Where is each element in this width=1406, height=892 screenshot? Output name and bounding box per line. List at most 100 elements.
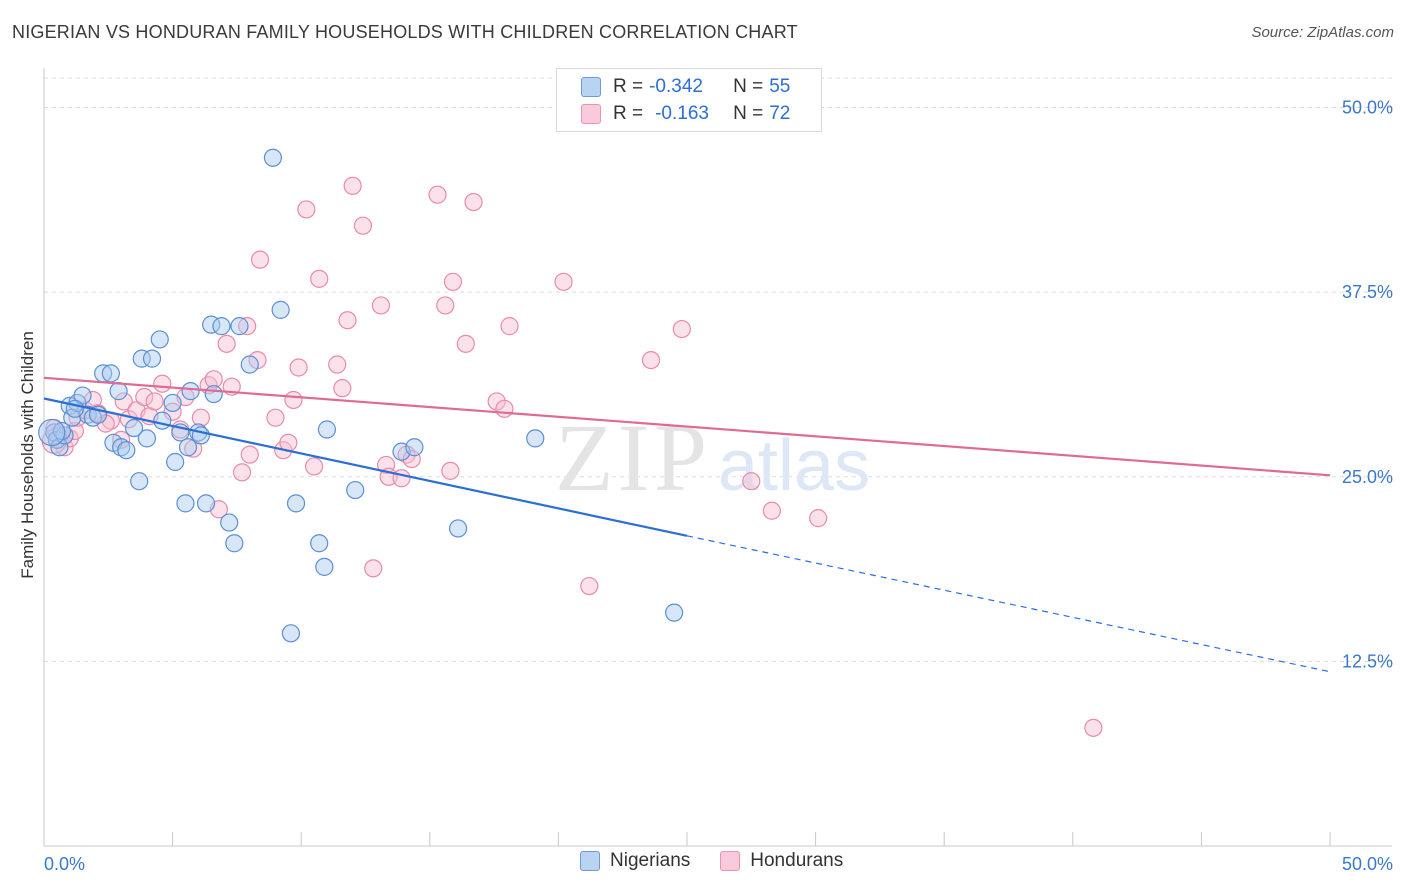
honduran-point-61	[495, 399, 514, 418]
honduran-point-42	[328, 355, 347, 374]
honduran-point-33	[250, 250, 270, 269]
nigerian-point-49	[526, 429, 545, 448]
legend-r-label: R =	[613, 103, 644, 124]
nigerian-point-40	[281, 624, 301, 643]
x-tick-labels: 0.0% 50.0%	[44, 854, 1393, 874]
nigerian-point-32	[204, 384, 223, 404]
trend-lines	[43, 376, 1331, 673]
legend-r-value: -0.342	[649, 76, 703, 97]
honduran-point-25	[204, 370, 223, 389]
y-axis-label: Family Households with Children	[18, 331, 37, 579]
nigerian-point-53	[124, 418, 144, 438]
nigerian-point-17	[132, 349, 151, 368]
honduran-point-43	[333, 379, 352, 398]
honduran-point-29	[232, 463, 252, 482]
nigerian-cluster-point	[38, 418, 66, 447]
honduran-point-59	[464, 192, 483, 212]
nigerian-point-14	[112, 438, 131, 457]
honduran-point-41	[310, 269, 329, 288]
honduran-point-69	[809, 509, 828, 528]
honduran-point-66	[672, 319, 691, 339]
nigerian-point-19	[137, 429, 156, 448]
honduran-point-46	[353, 216, 373, 235]
nigerian-point-41	[286, 494, 306, 513]
nigerian-point-39	[271, 300, 290, 319]
nigerian-point-42	[310, 534, 329, 553]
nigerian-point-23	[166, 452, 185, 472]
nigerian-point-29	[191, 426, 210, 445]
honduran-point-57	[443, 272, 463, 291]
honduran-point-12	[114, 392, 133, 411]
legend-n-value: 55	[769, 76, 791, 97]
honduran-point-15	[135, 387, 154, 407]
legend-r-label: R =	[613, 76, 644, 97]
honduran-point-45	[343, 176, 362, 195]
legend-row-hondurans: R = -0.163 N = 72	[581, 101, 790, 127]
honduran-point-58	[456, 334, 475, 353]
nigerian-trend-extension	[686, 535, 1331, 673]
legend-swatch-pink	[581, 104, 601, 124]
honduran-point-49	[376, 455, 396, 475]
honduran-point-30	[238, 317, 257, 336]
honduran-point-70	[1084, 718, 1103, 737]
honduran-point-55	[436, 296, 455, 315]
correlation-legend: R = -0.342 N = 55 R = -0.163 N = 72	[556, 68, 822, 132]
nigerian-point-45	[346, 480, 365, 500]
source-label: Source: ZipAtlas.com	[1251, 24, 1394, 41]
honduran-point-23	[191, 408, 210, 427]
honduran-point-39	[297, 200, 316, 219]
nigerian-point-11	[101, 364, 120, 383]
honduran-point-48	[371, 296, 391, 315]
series-legend: Nigerians Hondurans	[580, 850, 873, 872]
honduran-point-63	[554, 272, 573, 291]
nigerian-point-15	[117, 441, 136, 460]
legend-n-label: N =	[733, 76, 764, 97]
nigerian-point-21	[150, 330, 169, 349]
honduran-point-17	[145, 392, 164, 411]
honduran-point-67	[742, 472, 761, 491]
honduran-point-18	[153, 374, 172, 393]
nigerian-point-16	[130, 472, 149, 491]
nigerian-point-26	[178, 438, 198, 457]
honduran-point-51	[392, 469, 411, 488]
honduran-point-38	[289, 358, 308, 377]
honduran-point-53	[402, 449, 421, 469]
y-tick-label-0: 12.5%	[1342, 651, 1393, 671]
honduran-point-34	[266, 408, 285, 427]
legend-swatch-blue	[581, 77, 601, 97]
nigerian-point-20	[153, 411, 172, 430]
honduran-point-44	[338, 311, 357, 330]
nigerian-point-33	[212, 317, 231, 336]
nigerians-swatch	[580, 851, 600, 871]
nigerian-point-47	[405, 438, 424, 457]
nigerian-point-13	[109, 382, 128, 401]
nigerian-point-25	[176, 494, 195, 513]
honduran-point-65	[641, 350, 661, 370]
legend-item-nigerians: Nigerians	[580, 850, 690, 872]
nigerian-point-50	[665, 603, 684, 622]
nigerian-point-37	[240, 355, 259, 374]
watermark-zip: ZIP	[555, 404, 711, 511]
honduran-point-68	[762, 501, 781, 520]
y-tick-label-2: 37.5%	[1342, 282, 1393, 302]
honduran-point-47	[364, 559, 383, 578]
nigerian-point-27	[181, 382, 200, 401]
honduran-point-31	[240, 445, 259, 464]
honduran-point-37	[284, 390, 303, 410]
axes	[43, 68, 1392, 847]
legend-n-value: 72	[769, 103, 791, 124]
y-tick-label-1: 25.0%	[1342, 467, 1393, 487]
hondurans-label: Hondurans	[750, 850, 844, 871]
nigerian-point-38	[263, 148, 283, 167]
honduran-point-54	[428, 185, 447, 204]
legend-row-nigerians: R = -0.342 N = 55	[581, 74, 790, 100]
honduran-point-60	[487, 392, 506, 411]
y-tick-label-3: 50.0%	[1342, 98, 1393, 118]
nigerian-point-43	[315, 557, 334, 576]
legend-item-hondurans: Hondurans	[720, 850, 843, 872]
legend-n-label: N =	[733, 103, 764, 124]
nigerian-point-48	[448, 519, 468, 538]
nigerian-point-35	[225, 534, 244, 553]
honduran-point-64	[580, 576, 599, 596]
